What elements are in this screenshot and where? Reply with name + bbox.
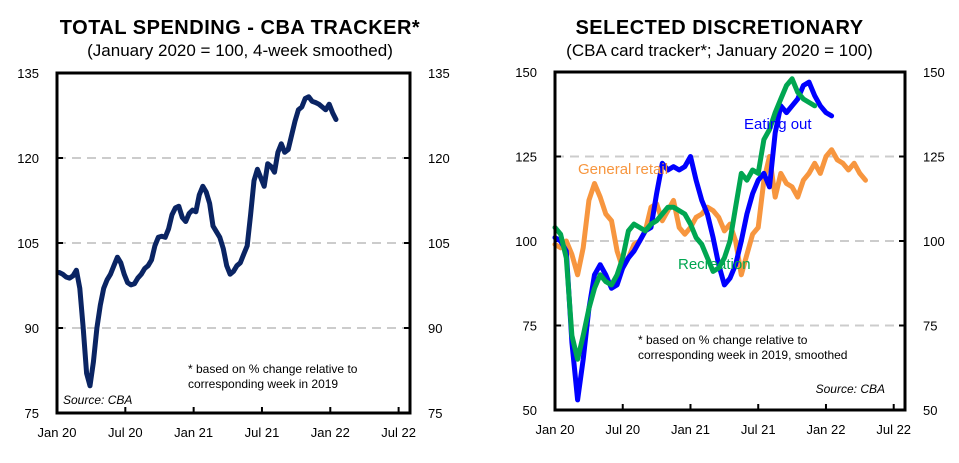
selected-discretionary-plot: 50 50 75 75 100 100 125 125 150 150 Jan 20 Jul 20 Ja…: [515, 65, 945, 437]
y-tick-label-left: 75: [25, 406, 39, 421]
y-tick-label-left: 120: [17, 151, 39, 166]
series-line-recreation: [552, 76, 818, 362]
source-note: Source: CBA: [63, 393, 132, 407]
y-tick-label-right: 135: [428, 66, 450, 81]
y-tick-label-right: 90: [428, 321, 442, 336]
x-tick-label: Jan 22: [311, 425, 350, 440]
y-tick-label-left: 105: [17, 236, 39, 251]
x-tick-label: Jan 21: [671, 422, 710, 437]
y-tick-label-right: 75: [428, 406, 442, 421]
x-tick-label: Jan 22: [806, 422, 845, 437]
y-tick-label-left: 100: [515, 234, 537, 249]
y-tick-label-right: 125: [923, 150, 945, 165]
series-label: Eating out: [744, 116, 812, 133]
x-tick-label: Jul 22: [381, 425, 416, 440]
y-tick-label-right: 75: [923, 319, 937, 334]
series-label: General retail: [578, 161, 668, 178]
footnote-line: corresponding week in 2019: [188, 377, 338, 391]
y-tick-label-right: 100: [923, 234, 945, 249]
y-tick-label-right: 105: [428, 236, 450, 251]
footnote-line: corresponding week in 2019, smoothed: [638, 348, 847, 362]
series-label: Recreation: [678, 256, 751, 273]
y-tick-label-left: 125: [515, 150, 537, 165]
plot-frame: [55, 71, 412, 415]
chart-title: SELECTED DISCRETIONARY: [575, 17, 864, 39]
selected-discretionary-chart-panel: SELECTED DISCRETIONARY (CBA card tracker…: [480, 0, 959, 458]
series-line-general-retail: [552, 147, 868, 278]
x-tick-label: Jul 20: [605, 422, 640, 437]
x-tick-label: Jan 20: [535, 422, 574, 437]
y-tick-label-right: 150: [923, 65, 945, 80]
chart-title: TOTAL SPENDING - CBA TRACKER*: [59, 17, 421, 39]
total-spending-chart-panel: TOTAL SPENDING - CBA TRACKER* (January 2…: [0, 0, 480, 458]
x-tick-label: Jul 20: [108, 425, 143, 440]
plot-frame: [553, 70, 907, 412]
x-tick-label: Jul 21: [245, 425, 280, 440]
chart-subtitle: (CBA card tracker*; January 2020 = 100): [566, 41, 873, 60]
x-tick-label: Jul 21: [741, 422, 776, 437]
source-note: Source: CBA: [816, 382, 885, 396]
x-tick-label: Jan 21: [174, 425, 213, 440]
y-tick-label-left: 75: [523, 319, 537, 334]
y-tick-label-left: 90: [25, 321, 39, 336]
x-tick-label: Jul 22: [876, 422, 911, 437]
footnote-line: * based on % change relative to: [638, 333, 808, 347]
footnote-line: * based on % change relative to: [188, 362, 358, 376]
y-tick-label-left: 50: [523, 403, 537, 418]
y-tick-label-right: 120: [428, 151, 450, 166]
series-line-eating-out: [552, 79, 835, 403]
x-tick-label: Jan 20: [37, 425, 76, 440]
total-spending-plot: 75 75 90 90 105 105 120 120 135 135 Jan 20 Jul 20 Ja…: [17, 66, 450, 440]
y-tick-label-left: 150: [515, 65, 537, 80]
y-tick-label-right: 50: [923, 403, 937, 418]
chart-subtitle: (January 2020 = 100, 4-week smoothed): [87, 41, 393, 60]
series-line-total-spending: [56, 94, 339, 389]
y-tick-label-left: 135: [17, 66, 39, 81]
